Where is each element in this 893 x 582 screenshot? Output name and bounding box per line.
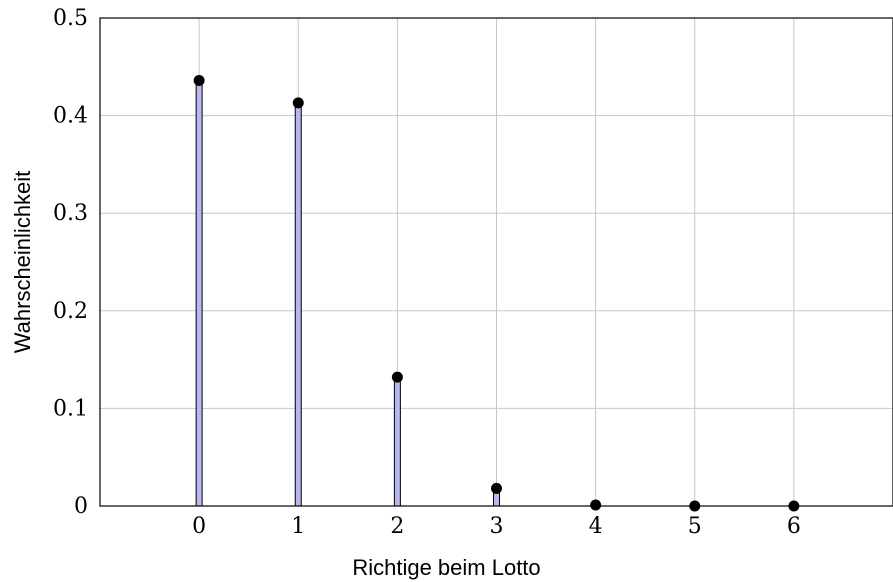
marker-1 [292, 97, 304, 109]
bar-2 [393, 376, 401, 507]
marker-4 [590, 499, 602, 511]
y-tick-label-1: 0.1 [53, 396, 88, 421]
y-tick-label-3: 0.3 [53, 201, 88, 226]
marker-2 [391, 371, 403, 383]
x-tick-label-2: 2 [390, 514, 404, 539]
y-tick-label-0: 0 [74, 494, 88, 519]
bar-0 [195, 79, 203, 507]
y-tick-label-2: 0.2 [53, 299, 88, 324]
bar-layer [193, 74, 800, 512]
y-tick-label-4: 0.4 [53, 104, 88, 129]
x-tick-label-3: 3 [490, 514, 504, 539]
x-tick-label-6: 6 [787, 514, 801, 539]
x-tick-label-4: 4 [589, 514, 603, 539]
tick-layer: 0 1 2 3 4 5 6 0 0.1 0.2 0.3 0.4 0.5 [53, 6, 801, 539]
marker-0 [193, 74, 205, 86]
grid-layer [100, 17, 893, 507]
y-tick-label-5: 0.5 [53, 6, 88, 31]
plot-frame [99, 17, 893, 507]
x-tick-label-5: 5 [688, 514, 702, 539]
x-tick-label-0: 0 [192, 514, 206, 539]
x-axis-title: Richtige beim Lotto [352, 555, 540, 580]
y-axis-title: Wahrscheinlichkeit [10, 171, 35, 354]
bar-1 [294, 102, 302, 507]
x-tick-label-1: 1 [291, 514, 305, 539]
marker-3 [491, 482, 502, 494]
